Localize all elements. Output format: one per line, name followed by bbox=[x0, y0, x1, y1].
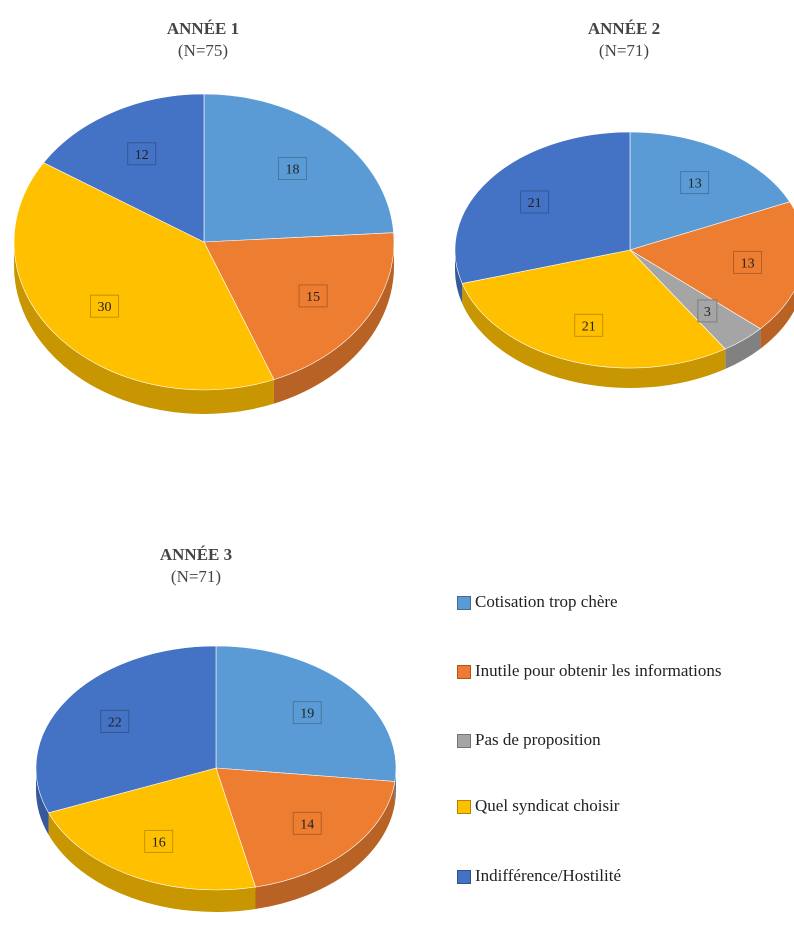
pie2-label-box-3 bbox=[574, 313, 604, 337]
pie3-data-label-3: 22 bbox=[108, 715, 122, 730]
pie2-slice-0 bbox=[629, 131, 791, 251]
pie2-data-label-2: 3 bbox=[704, 305, 711, 320]
pie2-side-3 bbox=[462, 283, 726, 388]
pie2-label-box-2 bbox=[697, 299, 718, 323]
chart-title-1: ANNÉE 1 (N=75) bbox=[103, 18, 303, 62]
pie1-label-box-0 bbox=[278, 157, 307, 181]
pie1-label-box-1 bbox=[298, 284, 328, 308]
pie-chart-3: 19 14 16 22 bbox=[35, 645, 397, 913]
legend-label-indifference: Indifférence/Hostilité bbox=[475, 866, 622, 885]
pie3-data-label-1: 14 bbox=[300, 817, 314, 832]
chart-title-1-text: ANNÉE 1 bbox=[166, 19, 240, 38]
pie3-label-box-1 bbox=[292, 811, 322, 835]
pie2-data-label-1: 13 bbox=[741, 256, 755, 271]
legend-swatch-inutile bbox=[457, 665, 471, 679]
pie1-slice-2 bbox=[13, 162, 275, 391]
pie3-side-3 bbox=[36, 768, 49, 835]
chart-title-3: ANNÉE 3 (N=71) bbox=[96, 544, 296, 588]
pie3-side-2 bbox=[48, 812, 256, 913]
pie2-label-box-1 bbox=[733, 250, 762, 274]
legend-item-inutile[interactable]: Inutile pour obtenir les informations bbox=[457, 659, 745, 683]
chart-title-2-text: ANNÉE 2 bbox=[587, 19, 661, 38]
chart-subtitle-2: (N=71) bbox=[598, 41, 650, 60]
pie3-label-box-0 bbox=[292, 701, 322, 725]
pie1-label-box-2 bbox=[90, 294, 119, 318]
pie1-data-label-0: 18 bbox=[285, 163, 299, 178]
legend-item-cotisation[interactable]: Cotisation trop chère bbox=[457, 590, 745, 614]
pie1-data-label-2: 30 bbox=[97, 300, 111, 315]
legend-swatch-pas-de-proposition bbox=[457, 734, 471, 748]
pie3-data-label-2: 16 bbox=[152, 835, 166, 850]
pie2-side-1 bbox=[760, 291, 794, 349]
chart-title-2: ANNÉE 2 (N=71) bbox=[524, 18, 724, 62]
pie3-label-box-3 bbox=[100, 709, 130, 733]
legend-swatch-quel-syndicat bbox=[457, 800, 471, 814]
pie3-side-1 bbox=[255, 781, 395, 910]
pie-chart-1: 18 15 30 12 bbox=[13, 93, 395, 415]
chart-title-3-text: ANNÉE 3 bbox=[159, 545, 233, 564]
pie3-slice-2 bbox=[48, 767, 256, 891]
pie1-data-label-3: 12 bbox=[135, 148, 149, 163]
pie3-label-box-2 bbox=[144, 829, 174, 853]
legend-label-cotisation: Cotisation trop chère bbox=[475, 592, 618, 611]
pie2-data-label-3: 21 bbox=[582, 319, 596, 334]
legend-item-pas-de-proposition[interactable]: Pas de proposition bbox=[457, 728, 745, 752]
pie1-data-label-1: 15 bbox=[306, 290, 320, 305]
legend-label-pas-de-proposition: Pas de proposition bbox=[475, 730, 601, 749]
legend-swatch-cotisation bbox=[457, 596, 471, 610]
legend-label-quel-syndicat: Quel syndicat choisir bbox=[475, 796, 620, 815]
pie2-side-4 bbox=[455, 250, 463, 304]
legend-swatch-indifference bbox=[457, 870, 471, 884]
pie2-label-box-0 bbox=[680, 171, 710, 195]
pie3-data-label-0: 19 bbox=[300, 707, 314, 722]
chart-subtitle-1: (N=75) bbox=[177, 41, 229, 60]
legend-label-inutile: Inutile pour obtenir les informations bbox=[475, 661, 722, 680]
pie1-label-box-3 bbox=[127, 142, 157, 166]
pie1-side-1 bbox=[273, 242, 394, 404]
pie2-label-box-4 bbox=[520, 190, 550, 214]
legend-item-indifference[interactable]: Indifférence/Hostilité bbox=[457, 864, 745, 888]
pie2-data-label-4: 21 bbox=[528, 196, 542, 211]
chart-subtitle-3: (N=71) bbox=[170, 567, 222, 586]
pie2-slice-3 bbox=[461, 249, 726, 369]
pie1-slice-3 bbox=[43, 93, 205, 243]
pie2-side-2 bbox=[725, 328, 761, 370]
pie-chart-2: 13 13 3 21 21 bbox=[454, 131, 794, 388]
legend-item-quel-syndicat[interactable]: Quel syndicat choisir bbox=[457, 794, 745, 818]
pie2-data-label-0: 13 bbox=[688, 177, 702, 192]
pie1-side-2 bbox=[14, 242, 274, 415]
pie2-slice-1 bbox=[629, 201, 794, 330]
